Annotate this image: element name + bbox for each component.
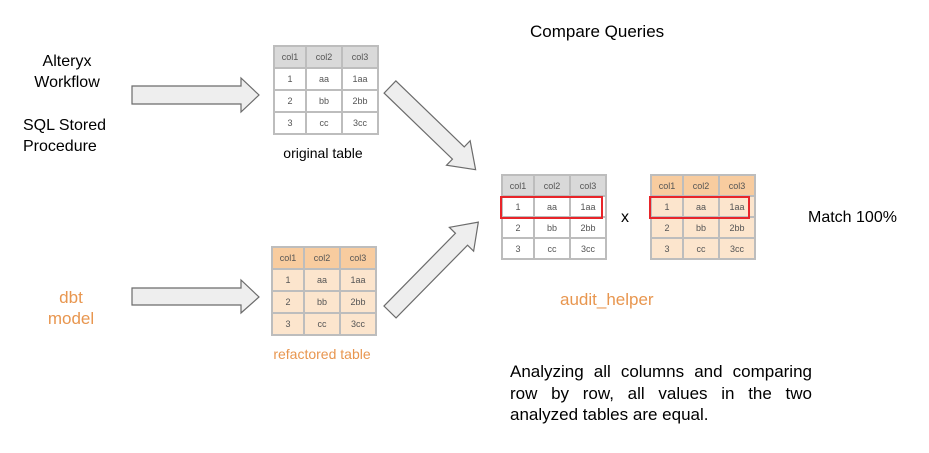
table-row: 3 cc 3cc bbox=[501, 237, 607, 260]
table-row: 2 bb 2bb bbox=[271, 290, 377, 314]
table-row: 3 cc 3cc bbox=[650, 237, 756, 260]
label-line: SQL Stored bbox=[23, 117, 107, 134]
arrow-right-icon bbox=[131, 76, 260, 114]
table-header-cell: col3 bbox=[339, 246, 377, 270]
table-header-row: col1 col2 col3 bbox=[273, 45, 379, 69]
table-cell: 2bb bbox=[718, 216, 756, 239]
table-cell: 1 bbox=[501, 195, 535, 218]
table-cell: bb bbox=[303, 290, 341, 314]
table-cell: 1aa bbox=[569, 195, 607, 218]
table-cell: 2bb bbox=[339, 290, 377, 314]
label-line: model bbox=[47, 309, 95, 328]
table-cell: 2 bbox=[650, 216, 684, 239]
refactored-table-caption: refactored table bbox=[273, 346, 371, 362]
highlight-row-box bbox=[500, 196, 603, 219]
table-cell: cc bbox=[303, 312, 341, 336]
table-header-cell: col1 bbox=[650, 174, 684, 197]
table-cell: 3cc bbox=[718, 237, 756, 260]
compare-operator: x bbox=[621, 209, 629, 226]
table-cell: cc bbox=[682, 237, 720, 260]
table-cell: 1 bbox=[271, 268, 305, 292]
table-header-cell: col1 bbox=[271, 246, 305, 270]
label-line: Alteryx bbox=[42, 53, 92, 70]
table-cell: 1 bbox=[650, 195, 684, 218]
table-cell: 2 bbox=[273, 89, 307, 113]
table-header-cell: col3 bbox=[341, 45, 379, 69]
table-cell: bb bbox=[533, 216, 571, 239]
table-cell: 2 bbox=[271, 290, 305, 314]
match-result: Match 100% bbox=[808, 209, 897, 226]
table-cell: 2bb bbox=[341, 89, 379, 113]
table-cell: bb bbox=[682, 216, 720, 239]
table-cell: 3 bbox=[501, 237, 535, 260]
sql-stored-procedure-label: SQL Stored Procedure bbox=[23, 115, 106, 157]
table-row: 2 bb 2bb bbox=[273, 89, 379, 113]
table-cell: 3cc bbox=[339, 312, 377, 336]
table-cell: bb bbox=[305, 89, 343, 113]
table-header-cell: col3 bbox=[569, 174, 607, 197]
table-cell: 1 bbox=[273, 67, 307, 91]
table-row: 1 aa 1aa bbox=[271, 268, 377, 292]
table-cell: 2bb bbox=[569, 216, 607, 239]
arrow-right-icon bbox=[131, 278, 260, 315]
page-title: Compare Queries bbox=[530, 22, 665, 41]
table-header-row: col1 col2 col3 bbox=[501, 174, 607, 197]
table-cell: 3cc bbox=[569, 237, 607, 260]
result-description: Analyzing all columns and comparing row … bbox=[510, 362, 812, 424]
data-table: col1 col2 col3 1 aa 1aa 2 bb 2bb 3 cc 3cc bbox=[271, 246, 377, 336]
table-header-cell: col2 bbox=[533, 174, 571, 197]
table-cell: cc bbox=[305, 111, 343, 135]
audit-helper-label: audit_helper bbox=[560, 290, 654, 309]
alteryx-workflow-label: Alteryx Workflow bbox=[17, 51, 117, 93]
arrow-diagonal-down-icon bbox=[383, 80, 477, 171]
table-cell: 1aa bbox=[341, 67, 379, 91]
table-cell: 3 bbox=[273, 111, 307, 135]
label-line: Workflow bbox=[34, 74, 100, 91]
table-cell: aa bbox=[303, 268, 341, 292]
table-cell: 3cc bbox=[341, 111, 379, 135]
table-cell: 3 bbox=[271, 312, 305, 336]
table-header-cell: col2 bbox=[682, 174, 720, 197]
arrow-diagonal-up-icon bbox=[383, 221, 480, 319]
label-line: dbt bbox=[59, 288, 83, 307]
table-header-cell: col1 bbox=[501, 174, 535, 197]
data-table: col1 col2 col3 1 aa 1aa 2 bb 2bb 3 cc 3cc bbox=[501, 174, 607, 260]
dbt-model-label: dbt model bbox=[21, 287, 121, 329]
original-table-caption: original table bbox=[283, 145, 363, 161]
table-cell: 1aa bbox=[339, 268, 377, 292]
table-row: 1 aa 1aa bbox=[501, 195, 607, 218]
data-table: col1 col2 col3 1 aa 1aa 2 bb 2bb 3 cc 3cc bbox=[650, 174, 756, 260]
table-header-cell: col1 bbox=[273, 45, 307, 69]
table-cell: 2 bbox=[501, 216, 535, 239]
table-cell: aa bbox=[682, 195, 720, 218]
table-cell: aa bbox=[533, 195, 571, 218]
table-cell: cc bbox=[533, 237, 571, 260]
table-row: 2 bb 2bb bbox=[650, 216, 756, 239]
data-table: col1 col2 col3 1 aa 1aa 2 bb 2bb 3 cc 3cc bbox=[273, 45, 379, 135]
table-row: 1 aa 1aa bbox=[650, 195, 756, 218]
table-cell: aa bbox=[305, 67, 343, 91]
table-header-cell: col3 bbox=[718, 174, 756, 197]
table-header-row: col1 col2 col3 bbox=[271, 246, 377, 270]
table-row: 3 cc 3cc bbox=[273, 111, 379, 135]
table-header-cell: col2 bbox=[303, 246, 341, 270]
table-header-row: col1 col2 col3 bbox=[650, 174, 756, 197]
table-cell: 1aa bbox=[718, 195, 756, 218]
table-row: 1 aa 1aa bbox=[273, 67, 379, 91]
label-line: Procedure bbox=[23, 138, 97, 155]
table-header-cell: col2 bbox=[305, 45, 343, 69]
table-cell: 3 bbox=[650, 237, 684, 260]
highlight-row-box bbox=[649, 196, 750, 219]
table-row: 3 cc 3cc bbox=[271, 312, 377, 336]
table-row: 2 bb 2bb bbox=[501, 216, 607, 239]
